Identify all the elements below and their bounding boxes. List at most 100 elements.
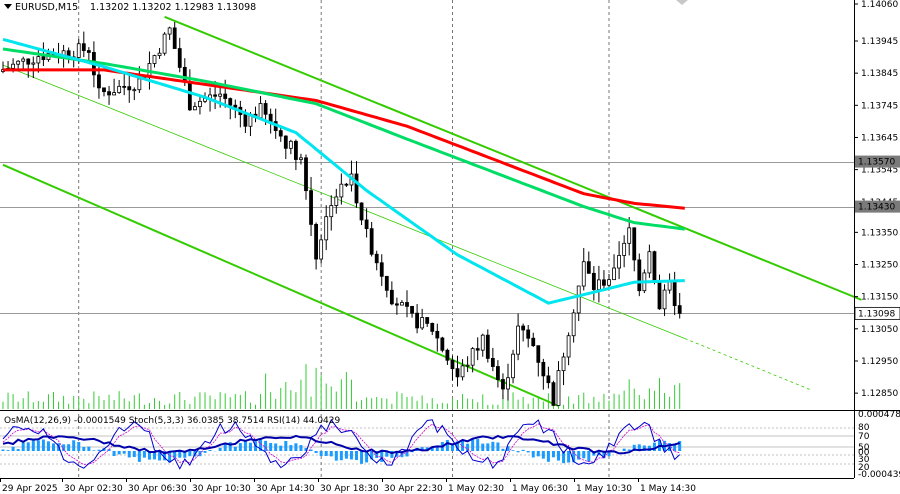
candle-body xyxy=(228,98,233,106)
osma-bar xyxy=(572,451,576,463)
candle-body xyxy=(465,364,470,367)
candle-body xyxy=(506,377,510,390)
indicator-axis-label: 00 xyxy=(858,448,870,458)
price-tick-label: 1.13350 xyxy=(861,228,898,238)
stochastic-main-line xyxy=(2,418,681,470)
osma-bar xyxy=(147,451,151,460)
price-tick-label: 1.13250 xyxy=(861,260,898,270)
indicator-axis-label: 70 xyxy=(858,432,870,442)
candle-body xyxy=(192,106,197,111)
osma-bar xyxy=(602,451,606,459)
candle-body xyxy=(455,368,460,378)
osma-bar xyxy=(304,448,308,451)
osma-bar xyxy=(183,451,187,458)
price-tick-label: 1.14060 xyxy=(861,0,898,10)
candle-body xyxy=(430,323,435,332)
candle-body xyxy=(586,261,591,274)
candle-body xyxy=(571,312,576,337)
candle-body xyxy=(445,349,450,361)
osma-bar xyxy=(647,445,651,451)
osma-bar xyxy=(208,450,212,451)
candle-body xyxy=(435,330,440,339)
candle-body xyxy=(410,305,414,314)
osma-bar xyxy=(26,442,30,451)
osma-bar xyxy=(461,439,465,451)
candle-body xyxy=(314,223,319,260)
candle-body xyxy=(495,366,500,380)
candle-body xyxy=(218,93,223,97)
candle-body xyxy=(304,157,308,192)
candle-body xyxy=(384,275,389,291)
indicator-axis-label: 50 xyxy=(858,443,870,453)
osma-bar xyxy=(673,443,677,451)
osma-bar xyxy=(82,446,86,451)
candle-body xyxy=(334,196,339,206)
candle-body xyxy=(243,114,248,127)
osma-bar xyxy=(577,451,581,460)
osma-bar xyxy=(112,451,116,456)
shift-marker-icon[interactable] xyxy=(676,0,688,5)
candle-body xyxy=(597,279,601,290)
candle-body xyxy=(293,140,298,160)
indicator-axis-label: -0.000439 xyxy=(858,470,900,480)
candle-body xyxy=(263,103,268,115)
candle-body xyxy=(223,93,228,99)
osma-bar xyxy=(243,440,247,451)
indicator-axis-label: 80 xyxy=(858,423,870,433)
chart-header: EURUSD,M15 1.13202 1.13202 1.12983 1.130… xyxy=(4,0,688,13)
candle-body xyxy=(516,325,520,355)
candle-body xyxy=(652,251,657,283)
osma-bar xyxy=(491,441,495,451)
osma-bar xyxy=(173,451,177,459)
osma-bar xyxy=(324,451,328,456)
osma-bar xyxy=(536,451,540,457)
candle-body xyxy=(132,89,137,92)
osma-bar xyxy=(233,446,237,451)
candle-body xyxy=(440,337,445,351)
osma-bar xyxy=(652,442,656,451)
indicator-axis-label: 0.000478 xyxy=(858,410,900,420)
price-marker-box xyxy=(854,306,900,320)
candle-body xyxy=(11,63,16,69)
osma-bar xyxy=(178,451,182,458)
time-tick-label: 29 Apr 2025 xyxy=(2,484,58,494)
candle-body xyxy=(172,27,177,49)
osma-bar xyxy=(41,439,45,451)
candle-body xyxy=(632,227,637,261)
candle-body xyxy=(268,113,273,122)
candle-body xyxy=(450,359,455,370)
osma-bar xyxy=(551,451,555,458)
candle-body xyxy=(167,27,172,35)
candle-body xyxy=(177,48,182,68)
osma-bar xyxy=(355,451,358,460)
indicator-panel: OsMA(12,26,9) -0.0001549 Stoch(5,3,3) 36… xyxy=(0,416,854,470)
candle-body xyxy=(425,317,430,324)
candle-body xyxy=(137,78,142,91)
candle-body xyxy=(647,251,652,274)
candle-body xyxy=(374,253,379,264)
osma-bar xyxy=(238,443,242,451)
osma-bar xyxy=(31,440,35,451)
candle-body xyxy=(26,58,31,65)
osma-bar xyxy=(344,451,348,459)
osma-bar xyxy=(218,447,222,451)
moving-average-3 xyxy=(2,37,685,305)
price-marker-box xyxy=(855,155,900,168)
osma-bar xyxy=(420,447,424,451)
osma-bar xyxy=(466,443,470,451)
time-tick-label: 30 Apr 02:30 xyxy=(64,484,123,494)
candle-body xyxy=(36,56,41,64)
osma-bar xyxy=(21,442,25,451)
candle-body xyxy=(344,183,349,186)
dropdown-triangle-icon[interactable] xyxy=(4,4,12,9)
osma-bar xyxy=(142,451,146,458)
osma-bar xyxy=(319,451,323,457)
candle-body xyxy=(617,255,621,269)
osma-bar xyxy=(506,446,510,451)
osma-bar xyxy=(87,446,91,451)
candle-body xyxy=(394,303,399,306)
time-tick-label: 1 May 02:30 xyxy=(448,484,504,494)
candle-body xyxy=(581,261,586,287)
